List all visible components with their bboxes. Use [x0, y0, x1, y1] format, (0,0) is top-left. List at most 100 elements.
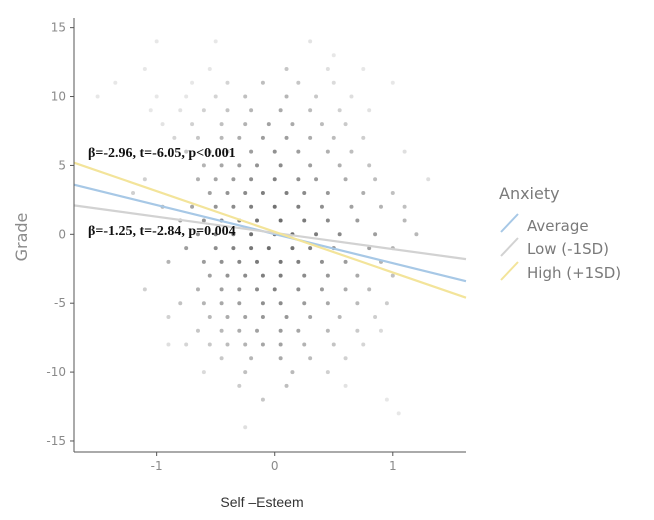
- data-point: [278, 163, 283, 168]
- data-point: [278, 218, 283, 223]
- legend-label-average: Average: [527, 217, 589, 235]
- data-point: [255, 328, 260, 333]
- data-point: [225, 149, 230, 154]
- data-point: [426, 177, 431, 182]
- data-point: [237, 383, 242, 388]
- data-point: [384, 301, 389, 306]
- y-axis-title: Grade: [12, 213, 31, 262]
- data-point: [243, 273, 248, 278]
- data-point: [113, 80, 118, 85]
- data-point: [207, 66, 212, 71]
- data-point: [190, 122, 195, 127]
- data-point: [308, 356, 313, 361]
- data-point: [219, 301, 224, 306]
- data-point: [325, 218, 330, 223]
- data-point: [296, 287, 301, 292]
- regression-line-high-1sd: [73, 161, 467, 299]
- data-point: [308, 246, 313, 251]
- data-point: [302, 190, 307, 195]
- data-point: [237, 287, 242, 292]
- data-point: [284, 135, 289, 140]
- x-tick-label: 0: [271, 459, 279, 473]
- data-point: [343, 356, 348, 361]
- data-point: [302, 218, 307, 223]
- data-point: [184, 342, 189, 347]
- data-point: [219, 259, 224, 264]
- data-point: [160, 122, 165, 127]
- data-point: [201, 163, 206, 168]
- data-point: [249, 232, 254, 237]
- data-point: [302, 342, 307, 347]
- data-point: [255, 163, 260, 168]
- data-point: [207, 342, 212, 347]
- data-point: [154, 39, 159, 44]
- data-point: [225, 108, 230, 113]
- data-point: [290, 246, 295, 251]
- data-point: [166, 259, 171, 264]
- y-axis-ticks: -15 -10 -5 0 5 10 15: [46, 21, 74, 448]
- data-point: [331, 342, 336, 347]
- data-point: [231, 177, 236, 182]
- data-point: [337, 163, 342, 168]
- data-point: [260, 342, 265, 347]
- data-point: [225, 273, 230, 278]
- data-point: [195, 287, 200, 292]
- data-point: [201, 108, 206, 113]
- data-point: [243, 314, 248, 319]
- data-point: [237, 163, 242, 168]
- y-tick-label: -5: [54, 296, 66, 310]
- data-point: [378, 204, 383, 209]
- x-tick-label: 1: [389, 459, 397, 473]
- data-point: [219, 135, 224, 140]
- data-point: [314, 232, 319, 237]
- data-point: [272, 287, 277, 292]
- data-point: [349, 149, 354, 154]
- data-point: [414, 232, 419, 237]
- data-point: [319, 122, 324, 127]
- data-point: [213, 39, 218, 44]
- data-point: [390, 190, 395, 195]
- annotation-high: β=-2.96, t=-6.05, p<0.001: [88, 146, 236, 161]
- data-point: [249, 204, 254, 209]
- data-point: [166, 342, 171, 347]
- data-point: [325, 370, 330, 375]
- data-point: [361, 190, 366, 195]
- data-point: [296, 149, 301, 154]
- data-point: [284, 190, 289, 195]
- data-point: [184, 94, 189, 99]
- y-tick-label: 0: [58, 227, 66, 241]
- data-point: [219, 356, 224, 361]
- data-point: [349, 204, 354, 209]
- data-point: [213, 204, 218, 209]
- data-point: [231, 232, 236, 237]
- data-point: [296, 328, 301, 333]
- data-point: [237, 135, 242, 140]
- data-point: [201, 218, 206, 223]
- data-point: [290, 370, 295, 375]
- data-point: [231, 204, 236, 209]
- y-tick-label: 10: [51, 90, 66, 104]
- data-point: [337, 232, 342, 237]
- data-point: [178, 301, 183, 306]
- x-axis-ticks: -1 0 1: [151, 452, 397, 473]
- data-point: [166, 314, 171, 319]
- data-point: [390, 80, 395, 85]
- data-point: [402, 204, 407, 209]
- data-point: [325, 301, 330, 306]
- data-point: [213, 177, 218, 182]
- data-point: [302, 273, 307, 278]
- data-point: [278, 328, 283, 333]
- data-point: [154, 94, 159, 99]
- data-point: [260, 301, 265, 306]
- data-point: [243, 342, 248, 347]
- points-layer: [95, 39, 431, 430]
- data-point: [302, 301, 307, 306]
- data-point: [384, 397, 389, 402]
- data-point: [278, 342, 283, 347]
- data-point: [331, 53, 336, 58]
- data-point: [207, 149, 212, 154]
- data-point: [343, 287, 348, 292]
- data-point: [272, 177, 277, 182]
- data-point: [319, 204, 324, 209]
- data-point: [184, 246, 189, 251]
